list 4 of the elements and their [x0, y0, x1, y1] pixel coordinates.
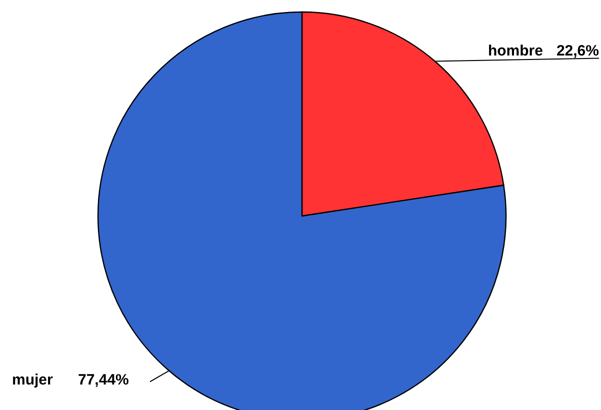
slice-label: hombre [488, 42, 543, 60]
data-label: 77,44% [78, 372, 129, 389]
data-label: 22,6% [556, 42, 599, 60]
slice-label: mujer [12, 372, 54, 389]
